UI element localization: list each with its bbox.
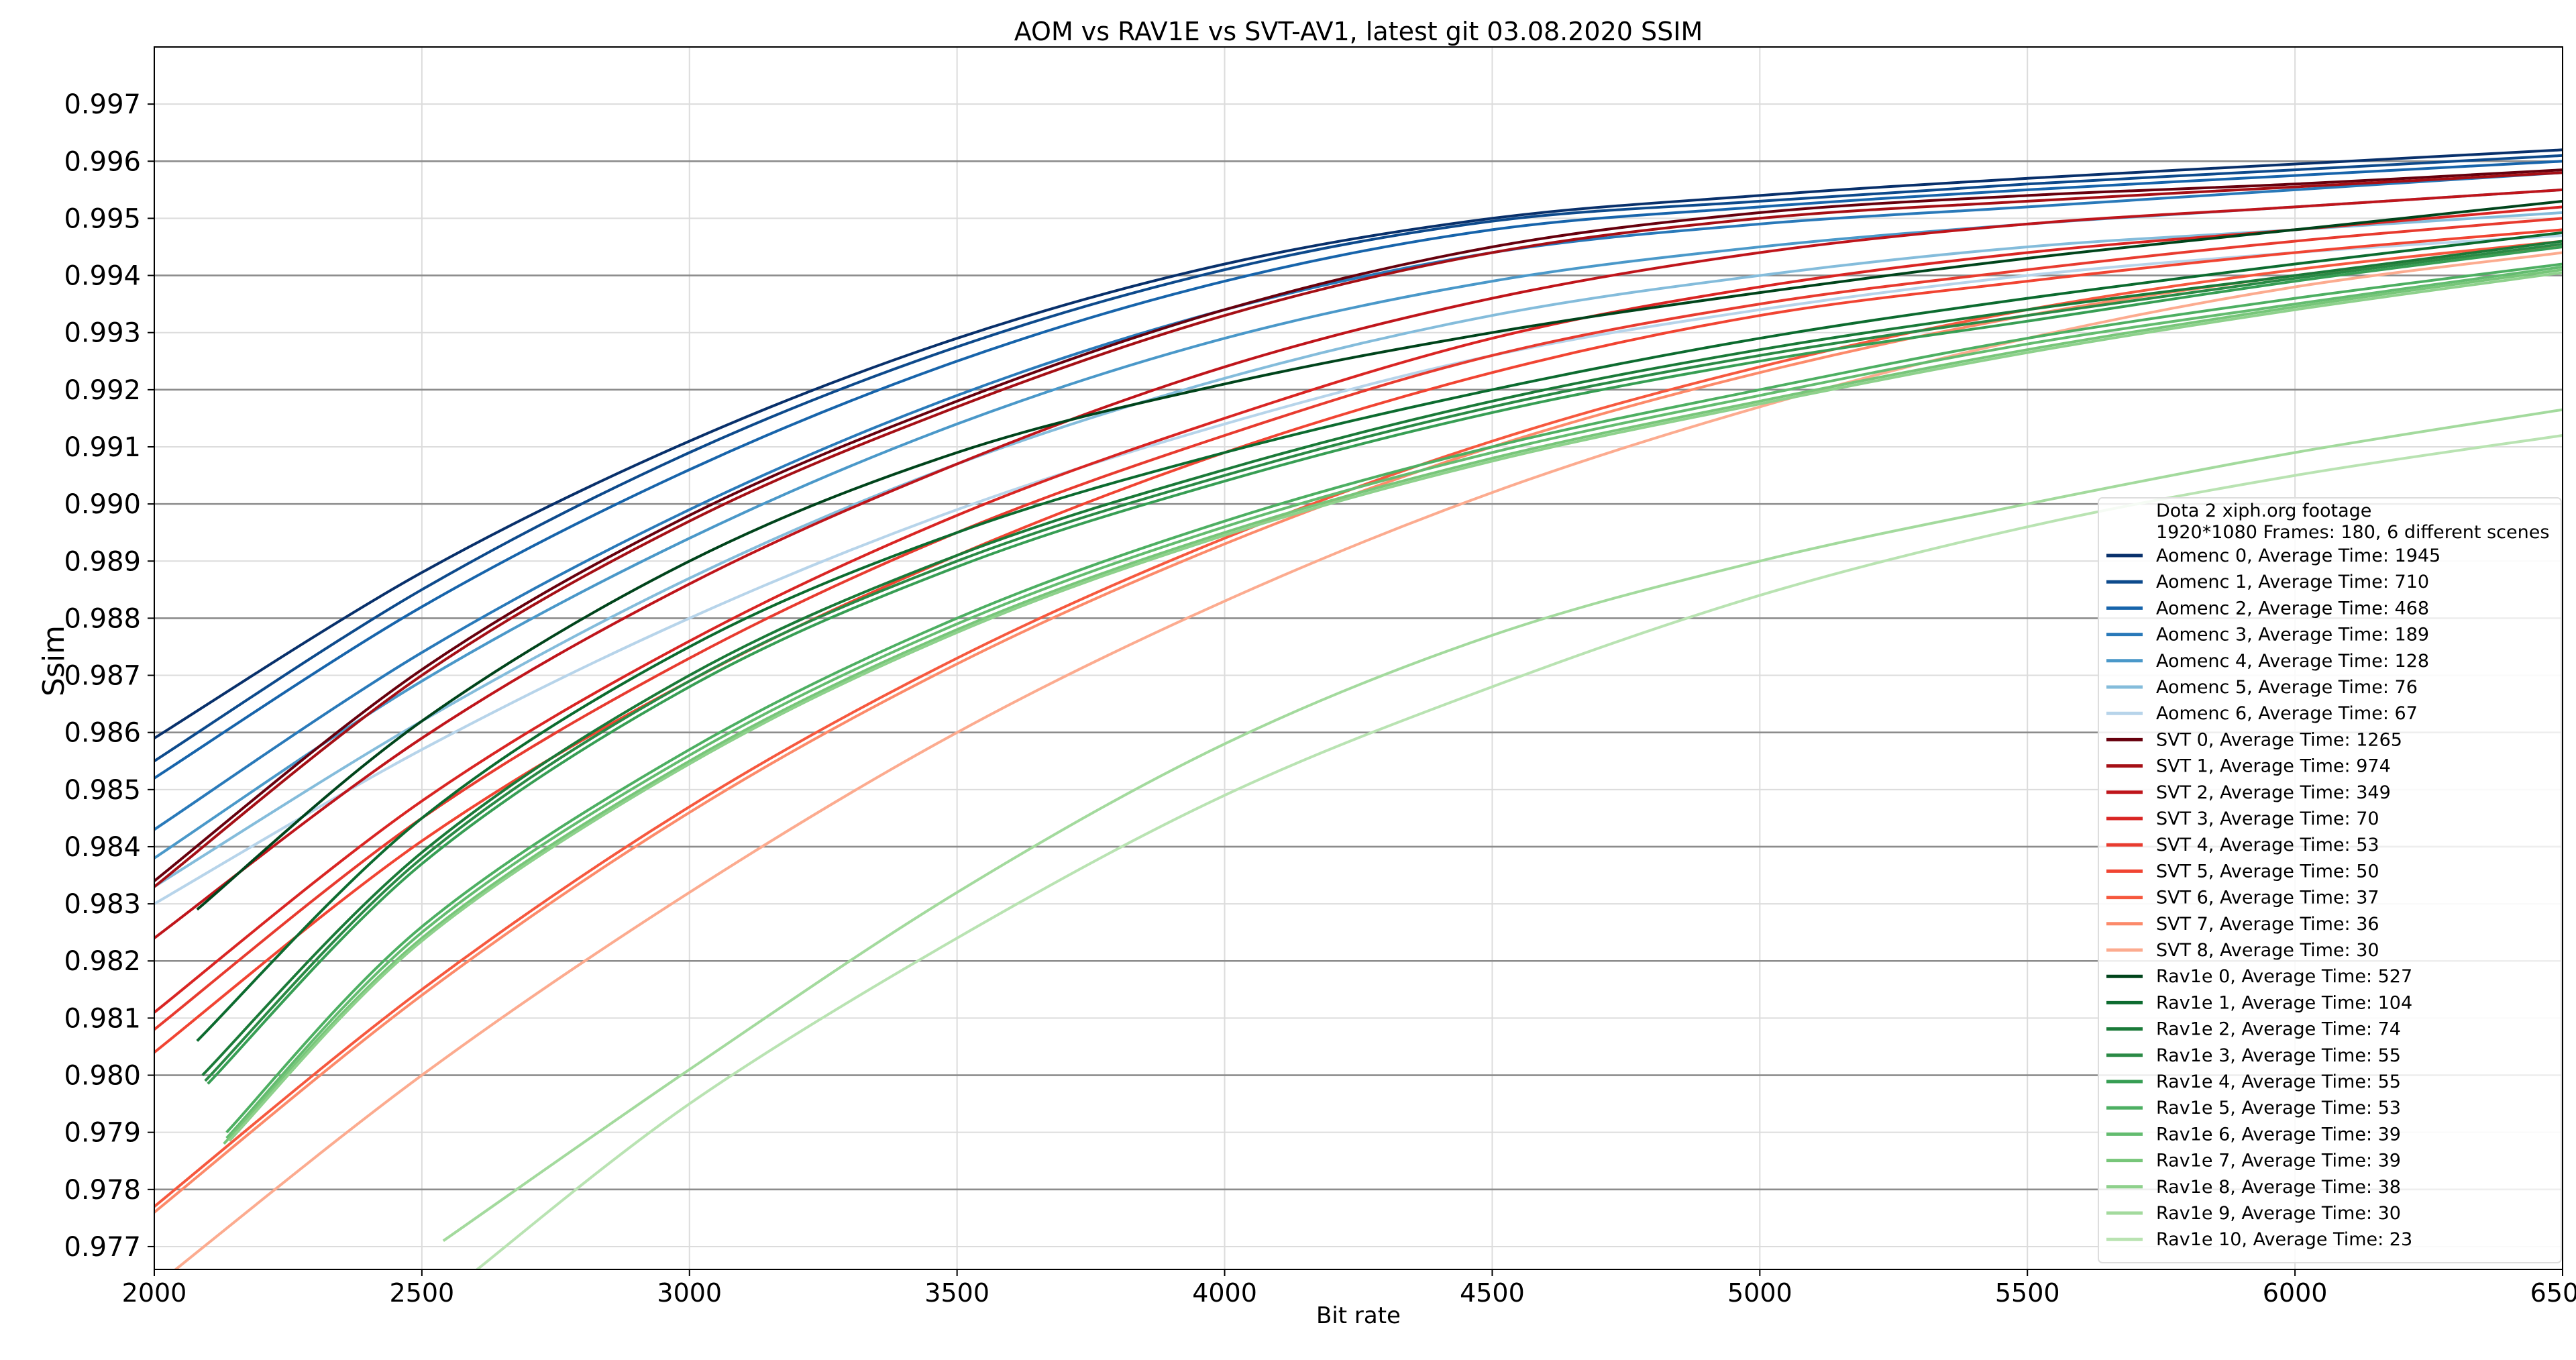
legend-entry: SVT 0, Average Time: 1265 <box>2156 729 2402 750</box>
x-tick-label: 6000 <box>2263 1278 2328 1308</box>
series-line-19 <box>204 242 2563 1082</box>
series-line-6 <box>154 234 2563 905</box>
series-line-7 <box>154 168 2563 882</box>
legend-entry: SVT 7, Average Time: 36 <box>2156 914 2379 935</box>
legend-title: 1920*1080 Frames: 180, 6 different scene… <box>2156 522 2549 543</box>
y-tick-label: 0.979 <box>64 1118 141 1149</box>
y-tick-label: 0.978 <box>64 1175 141 1206</box>
legend-entry: SVT 3, Average Time: 70 <box>2156 808 2379 829</box>
y-axis-label: Ssim <box>37 625 71 696</box>
y-tick-label: 0.992 <box>64 375 141 406</box>
x-tick-label: 2000 <box>122 1278 187 1308</box>
y-tick-label: 0.980 <box>64 1061 141 1092</box>
legend-entry: Rav1e 9, Average Time: 30 <box>2156 1203 2401 1224</box>
series-line-1 <box>154 154 2563 762</box>
legend-entry: Aomenc 2, Average Time: 468 <box>2156 598 2429 619</box>
series-line-15 <box>173 251 2563 1269</box>
series-line-18 <box>201 240 2563 1076</box>
y-tick-label: 0.988 <box>64 603 141 634</box>
y-tick-label: 0.991 <box>64 432 141 463</box>
legend-entry: Rav1e 4, Average Time: 55 <box>2156 1071 2401 1092</box>
series-line-24 <box>228 271 2563 1142</box>
legend-entry: SVT 6, Average Time: 37 <box>2156 888 2379 908</box>
y-tick-label: 0.981 <box>64 1003 141 1034</box>
axis-ticks: 2000 2500 3000 3500 4000 4500 5000 5500 6000 650 0… <box>64 89 2576 1308</box>
y-tick-label: 0.984 <box>64 832 141 863</box>
chart-title: AOM vs RAV1E vs SVT-AV1, latest git 03.0… <box>1014 17 1703 46</box>
legend-entry: Rav1e 6, Average Time: 39 <box>2156 1124 2401 1145</box>
y-tick-label: 0.996 <box>64 146 141 177</box>
y-tick-label: 0.994 <box>64 261 141 292</box>
legend-entry: Aomenc 5, Average Time: 76 <box>2156 677 2418 698</box>
legend-box <box>2098 497 2562 1263</box>
legend-entry: Rav1e 2, Average Time: 74 <box>2156 1019 2401 1040</box>
series-line-9 <box>154 188 2563 939</box>
series-line-17 <box>196 231 2563 1042</box>
y-tick-label: 0.982 <box>64 946 141 977</box>
series-line-25 <box>442 408 2563 1243</box>
series-line-22 <box>225 265 2563 1139</box>
series-line-20 <box>207 246 2563 1085</box>
legend-title: Dota 2 xiph.org footage <box>2156 501 2371 521</box>
series-line-5 <box>154 211 2563 888</box>
legend-entry: Rav1e 3, Average Time: 55 <box>2156 1045 2401 1066</box>
series-line-16 <box>196 199 2563 911</box>
legend-entry: Rav1e 5, Average Time: 53 <box>2156 1098 2401 1118</box>
x-tick-label: 4500 <box>1460 1278 1525 1308</box>
legend-entry: SVT 1, Average Time: 974 <box>2156 756 2391 777</box>
series-line-3 <box>154 171 2563 831</box>
legend-entry: Aomenc 0, Average Time: 1945 <box>2156 545 2440 566</box>
x-tick-label: 3000 <box>657 1278 722 1308</box>
legend-entry: Rav1e 7, Average Time: 39 <box>2156 1151 2401 1171</box>
legend-entry: SVT 8, Average Time: 30 <box>2156 940 2379 961</box>
y-tick-label: 0.995 <box>64 203 141 234</box>
legend-entry: Rav1e 1, Average Time: 104 <box>2156 992 2412 1013</box>
legend-entry: Rav1e 8, Average Time: 38 <box>2156 1177 2401 1198</box>
plot-frame <box>154 46 2563 1270</box>
y-tick-label: 0.990 <box>64 489 141 520</box>
series-line-13 <box>154 240 2563 1208</box>
x-tick-label: 5500 <box>1995 1278 2060 1308</box>
legend-entry: Aomenc 3, Average Time: 189 <box>2156 625 2429 645</box>
y-tick-label: 0.989 <box>64 546 141 577</box>
legend-entry: Rav1e 10, Average Time: 23 <box>2156 1229 2412 1250</box>
legend-entry: Aomenc 1, Average Time: 710 <box>2156 572 2429 592</box>
x-tick-label: 5000 <box>1727 1278 1792 1308</box>
x-axis-label: Bit rate <box>1316 1302 1401 1329</box>
series-line-11 <box>154 217 2563 1031</box>
plot-lines <box>154 148 2563 1269</box>
y-tick-label: 0.986 <box>64 718 141 749</box>
series-line-8 <box>154 171 2563 888</box>
legend-entry: SVT 5, Average Time: 50 <box>2156 861 2379 882</box>
legend-entry: SVT 2, Average Time: 349 <box>2156 782 2391 803</box>
legend: Dota 2 xiph.org footage 1920*1080 Frames… <box>2098 497 2562 1263</box>
legend-entry: SVT 4, Average Time: 53 <box>2156 835 2379 855</box>
y-tick-label: 0.977 <box>64 1232 141 1263</box>
series-line-2 <box>154 160 2563 780</box>
y-tick-label: 0.985 <box>64 775 141 806</box>
x-tick-label: 2500 <box>390 1278 455 1308</box>
series-line-23 <box>223 268 2563 1145</box>
series-line-0 <box>154 148 2563 739</box>
x-tick-label: 3500 <box>924 1278 989 1308</box>
legend-entry: Aomenc 6, Average Time: 67 <box>2156 703 2418 724</box>
x-tick-label: 4000 <box>1192 1278 1257 1308</box>
y-tick-label: 0.993 <box>64 318 141 349</box>
series-line-10 <box>154 205 2563 1014</box>
y-tick-label: 0.997 <box>64 89 141 120</box>
series-line-26 <box>475 434 2563 1269</box>
y-tick-label: 0.983 <box>64 889 141 920</box>
y-tick-label: 0.987 <box>64 661 141 692</box>
legend-entry: Aomenc 4, Average Time: 128 <box>2156 651 2429 672</box>
legend-entry: Rav1e 0, Average Time: 527 <box>2156 966 2412 987</box>
series-line-21 <box>225 262 2563 1134</box>
